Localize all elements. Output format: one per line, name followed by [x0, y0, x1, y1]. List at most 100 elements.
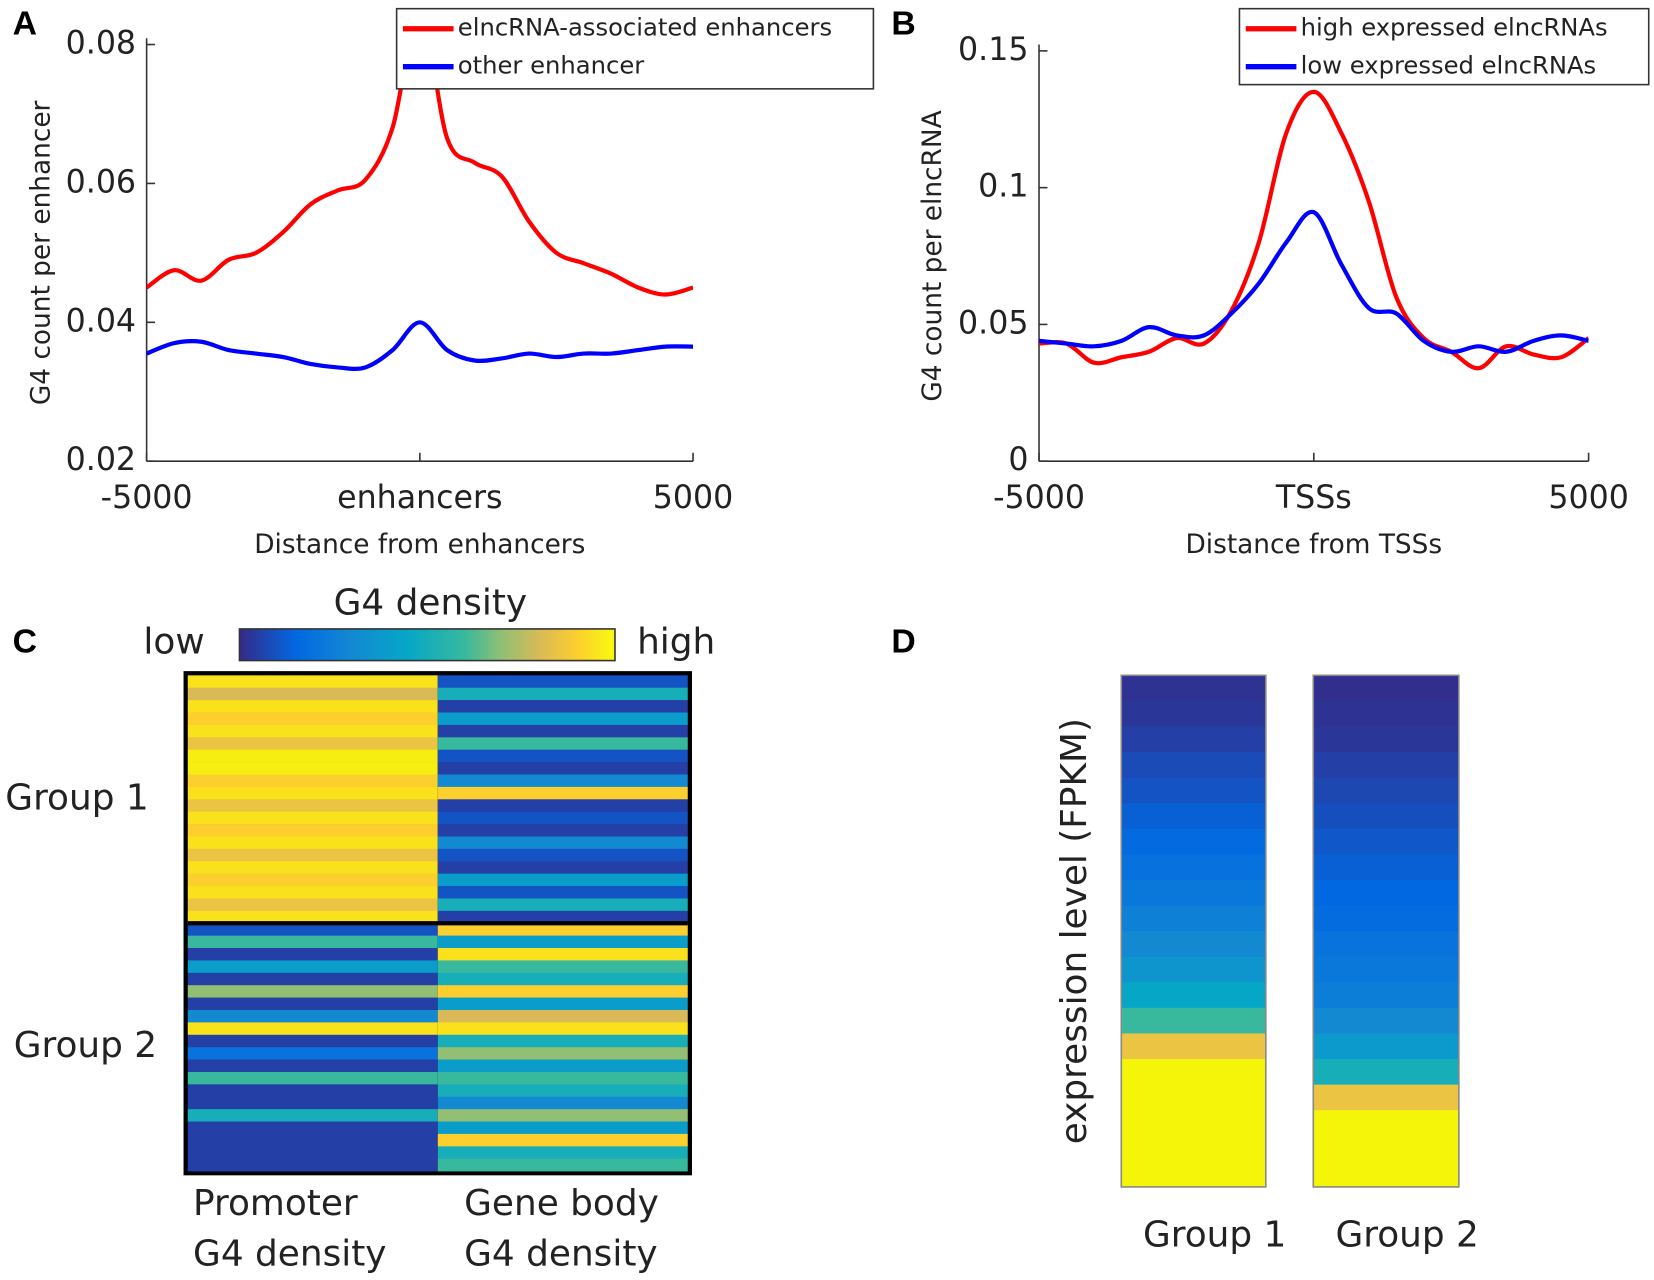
heatmap-cell — [187, 848, 438, 862]
plot-area — [1039, 89, 1589, 371]
heatmap-cell — [187, 737, 438, 751]
heatmap-cell — [437, 910, 688, 924]
heatmap-cell — [437, 923, 688, 936]
legend-box — [395, 7, 875, 90]
heatmap-cell — [437, 774, 688, 788]
heatmap-cell — [1313, 777, 1459, 804]
heatmap-cell — [1121, 1007, 1266, 1034]
heatmap-cell — [187, 1133, 438, 1147]
heatmap-cell — [187, 972, 438, 986]
colorbar — [238, 628, 616, 662]
column-label: Promoter — [193, 1183, 358, 1224]
category-label: Group 2 — [1335, 1215, 1478, 1256]
heatmap-cell — [187, 1146, 438, 1160]
heatmap-cell — [437, 762, 688, 775]
panel-letter: B — [891, 4, 915, 42]
x-axis-label: Distance from enhancers — [254, 530, 585, 560]
heatmap-cell — [1313, 700, 1459, 728]
legend-label: high expressed elncRNAs — [1301, 13, 1608, 42]
heatmap-cell — [437, 1158, 688, 1172]
heatmap-cell — [437, 898, 688, 912]
column-label: G4 density — [193, 1234, 386, 1275]
heatmap-cell — [437, 1133, 688, 1147]
heatmap-cell — [187, 749, 438, 763]
heatmap-cell — [1121, 828, 1266, 855]
series-line — [146, 320, 694, 371]
heatmap-cell — [1121, 1135, 1266, 1162]
heatmap-cell — [187, 799, 438, 812]
heatmap-cell — [437, 1047, 688, 1060]
heatmap-cell — [1121, 1033, 1266, 1060]
heatmap-cell — [1313, 931, 1459, 958]
heatmap-cell — [187, 811, 438, 825]
heatmap-cell — [187, 824, 438, 837]
y-axis-label: G4 count per enhancer — [27, 100, 57, 405]
y-tick-label: 0.1 — [978, 169, 1028, 205]
x-tick-label: enhancers — [337, 480, 502, 516]
heatmap-cell — [1121, 1110, 1266, 1137]
group-label: Group 2 — [14, 1025, 157, 1066]
heatmap-cell — [187, 675, 438, 689]
heatmap-cell — [187, 724, 438, 738]
heatmap-cell — [187, 948, 438, 961]
series-line — [1039, 209, 1589, 354]
x-tick-label: 5000 — [1548, 480, 1628, 516]
heatmap-cell — [437, 948, 688, 961]
heatmap-cell — [187, 1121, 438, 1135]
x-tick-label: TSSs — [1275, 480, 1352, 516]
column-label: G4 density — [464, 1234, 657, 1275]
heatmap-cell — [1313, 1135, 1459, 1162]
heatmap-cell — [1121, 956, 1266, 983]
heatmap-cell — [187, 1059, 438, 1073]
legend-label: low expressed elncRNAs — [1301, 51, 1597, 80]
heatmap-cell — [437, 960, 688, 974]
heatmap-cell — [1121, 777, 1266, 804]
heatmap-cell — [1313, 879, 1459, 907]
y-axis-label: expression level (FPKM) — [1054, 718, 1095, 1144]
heatmap-cell — [187, 712, 438, 726]
y-tick-label: 0 — [1008, 442, 1028, 478]
x-tick-label: -5000 — [993, 480, 1085, 516]
heatmap-cell — [1121, 854, 1266, 881]
y-tick-label: 0.08 — [66, 26, 136, 62]
category-label: Group 1 — [1143, 1215, 1286, 1256]
heatmap-cell — [437, 675, 688, 689]
heatmap-cell — [187, 1034, 438, 1048]
heatmap-cell — [1313, 905, 1459, 932]
heatmap-cell — [437, 1009, 688, 1023]
heatmap-cell — [1313, 1110, 1459, 1137]
series-line — [146, 44, 694, 297]
heatmap-cell — [437, 737, 688, 751]
column-frame — [1120, 674, 1267, 1188]
heatmap-cell — [437, 824, 688, 837]
heatmap-cell — [187, 1158, 438, 1172]
heatmap-cell — [437, 700, 688, 713]
heatmap-cell — [187, 1009, 438, 1023]
column-frame — [1312, 674, 1460, 1188]
heatmap-cell — [437, 972, 688, 986]
heatmap-cell — [187, 985, 438, 998]
heatmap-cell — [187, 910, 438, 924]
heatmap-cell — [187, 861, 438, 874]
heatmap-cell — [187, 1084, 438, 1098]
heatmap-cell — [1121, 752, 1266, 779]
series-line — [1039, 89, 1589, 371]
colorbar-high: high — [637, 622, 715, 663]
heatmap-cell — [1121, 675, 1266, 702]
heatmap-cell — [187, 762, 438, 775]
heatmap-cell — [1313, 803, 1459, 830]
legend-label: other enhancer — [458, 51, 644, 80]
heatmap-cell — [437, 712, 688, 726]
heatmap-cell — [1313, 1084, 1459, 1111]
heatmap-cell — [437, 1146, 688, 1160]
heatmap-cell — [437, 836, 688, 850]
heatmap-cell — [437, 873, 688, 887]
heatmap-cell — [1313, 1059, 1459, 1086]
colorbar-label: G4 density — [334, 583, 527, 624]
heatmap-cell — [1313, 1033, 1459, 1060]
panel-letter: A — [13, 4, 37, 42]
heatmap-cell — [187, 687, 438, 701]
y-tick-label: 0.02 — [66, 442, 136, 478]
x-axis-label: Distance from TSSs — [1185, 530, 1442, 560]
heatmap-cell — [187, 1071, 438, 1085]
